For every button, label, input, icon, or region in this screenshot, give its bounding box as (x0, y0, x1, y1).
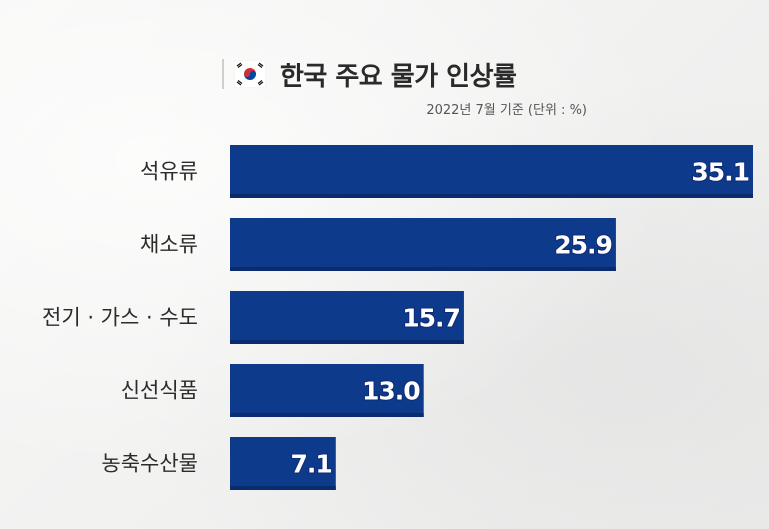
bar-shadow-4 (230, 486, 336, 490)
chart-title: 한국 주요 물가 인상률 (280, 61, 517, 92)
chart-subtitle: 2022년 7월 기준 (단위 : %) (426, 103, 587, 118)
category-label-3: 신선식품 (121, 379, 198, 403)
category-label-4: 농축수산물 (101, 452, 198, 476)
bar-shadow-3 (230, 413, 424, 417)
category-label-2: 전기 · 가스 · 수도 (42, 306, 198, 330)
bar-2 (230, 291, 464, 344)
value-label-4: 7.1 (290, 450, 331, 479)
bar-1 (230, 218, 616, 271)
value-label-1: 25.9 (554, 231, 612, 260)
value-label-3: 13.0 (362, 377, 420, 406)
bar-shadow-0 (230, 194, 753, 198)
korea-flag-icon (234, 60, 266, 88)
bar-shadow-1 (230, 267, 616, 271)
chart-header: 한국 주요 물가 인상률 (222, 56, 517, 92)
bar-3 (230, 364, 424, 417)
category-label-0: 석유류 (140, 160, 198, 184)
value-label-2: 15.7 (402, 304, 460, 333)
bar-shadow-2 (230, 340, 464, 344)
value-label-0: 35.1 (691, 158, 749, 187)
bar-0 (230, 145, 753, 198)
title-divider (222, 59, 224, 89)
bar-4 (230, 437, 336, 490)
category-label-1: 채소류 (140, 233, 198, 257)
